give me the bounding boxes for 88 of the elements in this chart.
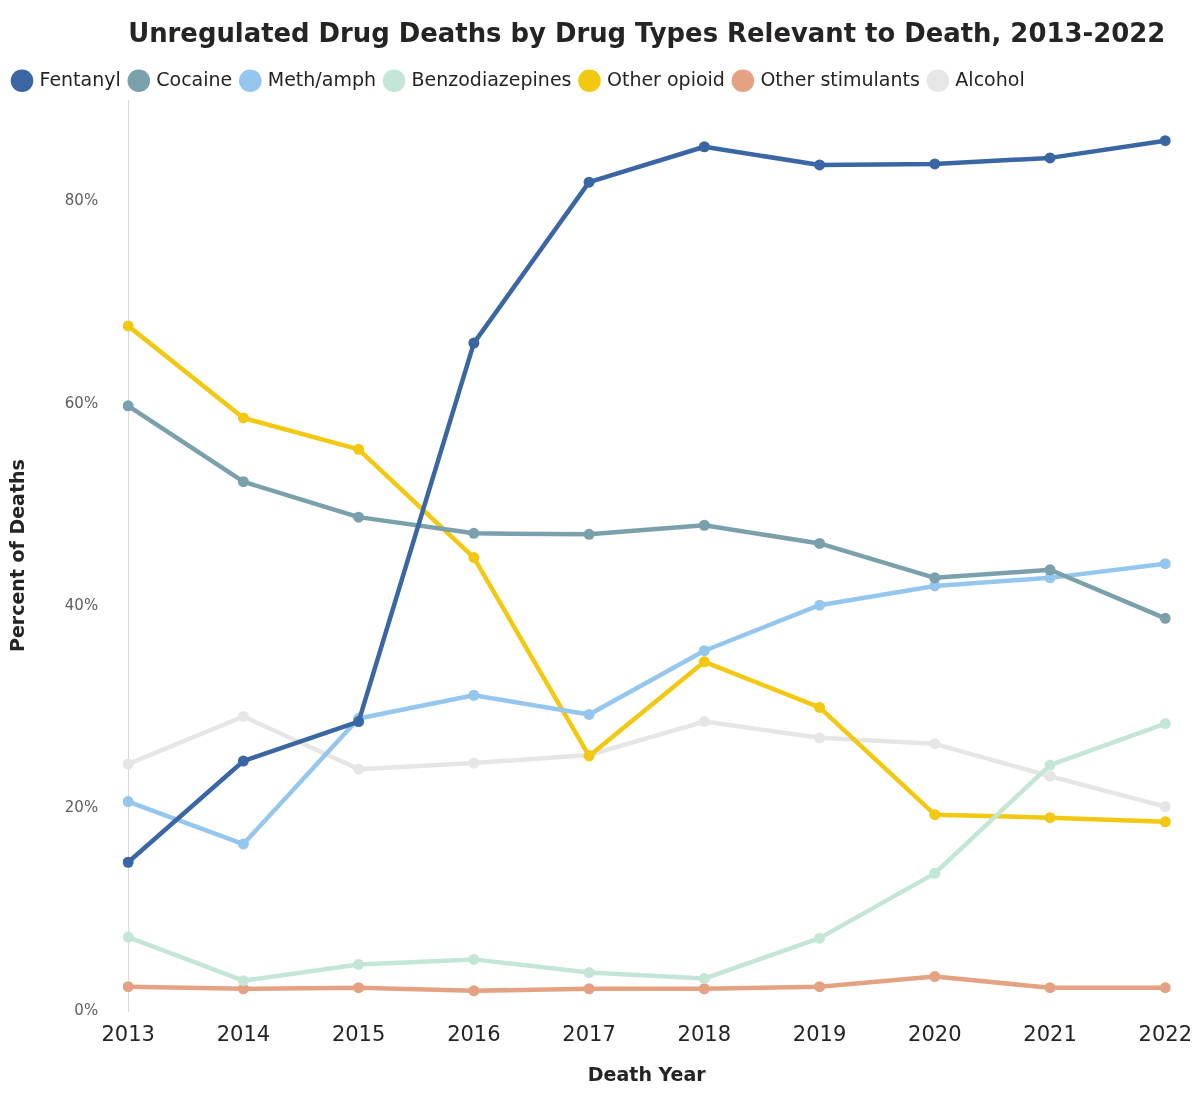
point [1159, 135, 1171, 147]
point [583, 708, 595, 720]
point [468, 757, 480, 769]
legend-label: Benzodiazepines [411, 67, 572, 90]
point [1159, 612, 1171, 624]
point [1159, 801, 1171, 813]
point [583, 176, 595, 188]
y-tick-label: 80% [64, 191, 99, 210]
y-tick-label: 40% [64, 596, 99, 615]
legend-label: Meth/amph [267, 67, 376, 90]
point [698, 519, 710, 531]
x-tick-label: 2021 [1023, 1022, 1077, 1047]
x-tick-label: 2013 [101, 1022, 155, 1047]
point [468, 689, 480, 701]
point [122, 856, 134, 868]
point [814, 981, 826, 993]
point [698, 656, 710, 668]
legend-label: Cocaine [156, 67, 233, 90]
y-tick-label: 20% [64, 798, 99, 817]
x-tick-label: 2016 [447, 1022, 501, 1047]
point [583, 967, 595, 979]
point [122, 796, 134, 808]
legend-label: Other stimulants [760, 67, 920, 90]
point [1044, 982, 1056, 994]
point [929, 971, 941, 983]
chart-title: Unregulated Drug Deaths by Drug Types Relevant to Death, 2013-2022 [128, 18, 1166, 49]
point [1159, 982, 1171, 994]
point [468, 985, 480, 997]
point [353, 958, 365, 970]
point [237, 755, 249, 767]
point [122, 320, 134, 332]
point [814, 599, 826, 611]
point [814, 537, 826, 549]
point [814, 732, 826, 744]
point [237, 711, 249, 723]
point [814, 932, 826, 944]
point [698, 973, 710, 985]
point [1159, 718, 1171, 730]
legend-label: Alcohol [955, 67, 1025, 90]
point [1044, 564, 1056, 576]
x-tick-label: 2015 [331, 1022, 386, 1047]
x-tick-label: 2018 [677, 1022, 732, 1047]
x-axis-title: Death Year [587, 1062, 707, 1085]
point [353, 982, 365, 994]
point [929, 572, 941, 584]
point [122, 758, 134, 770]
x-tick-label: 2017 [562, 1022, 616, 1047]
legend-label: Fentanyl [39, 67, 121, 90]
point [1044, 152, 1056, 164]
y-tick-label: 60% [64, 393, 99, 412]
x-tick-label: 2014 [216, 1022, 271, 1047]
point [468, 953, 480, 965]
point [1044, 770, 1056, 782]
point [122, 931, 134, 943]
point [237, 975, 249, 987]
point [698, 645, 710, 657]
point [122, 981, 134, 993]
x-tick-label: 2019 [792, 1022, 847, 1047]
point [583, 528, 595, 540]
point [1044, 759, 1056, 771]
point [929, 158, 941, 170]
point [353, 443, 365, 455]
y-tick-label: 0% [74, 1000, 99, 1019]
point [1159, 816, 1171, 828]
y-axis-title: Percent of Deaths [6, 459, 29, 653]
point [698, 141, 710, 153]
point [122, 400, 134, 412]
legend-label: Other opioid [606, 67, 725, 90]
point [583, 983, 595, 995]
point [468, 337, 480, 349]
point [814, 159, 826, 171]
point [698, 716, 710, 728]
point [929, 738, 941, 750]
point [237, 838, 249, 850]
point [814, 701, 826, 713]
point [353, 511, 365, 523]
point [468, 527, 480, 539]
point [353, 763, 365, 775]
point [929, 867, 941, 879]
point [237, 476, 249, 488]
x-tick-label: 2020 [908, 1022, 962, 1047]
point [1159, 558, 1171, 570]
point [1044, 812, 1056, 824]
point [237, 412, 249, 424]
point [929, 809, 941, 821]
x-tick-label: 2022 [1138, 1022, 1192, 1047]
point [698, 983, 710, 995]
point [468, 552, 480, 564]
